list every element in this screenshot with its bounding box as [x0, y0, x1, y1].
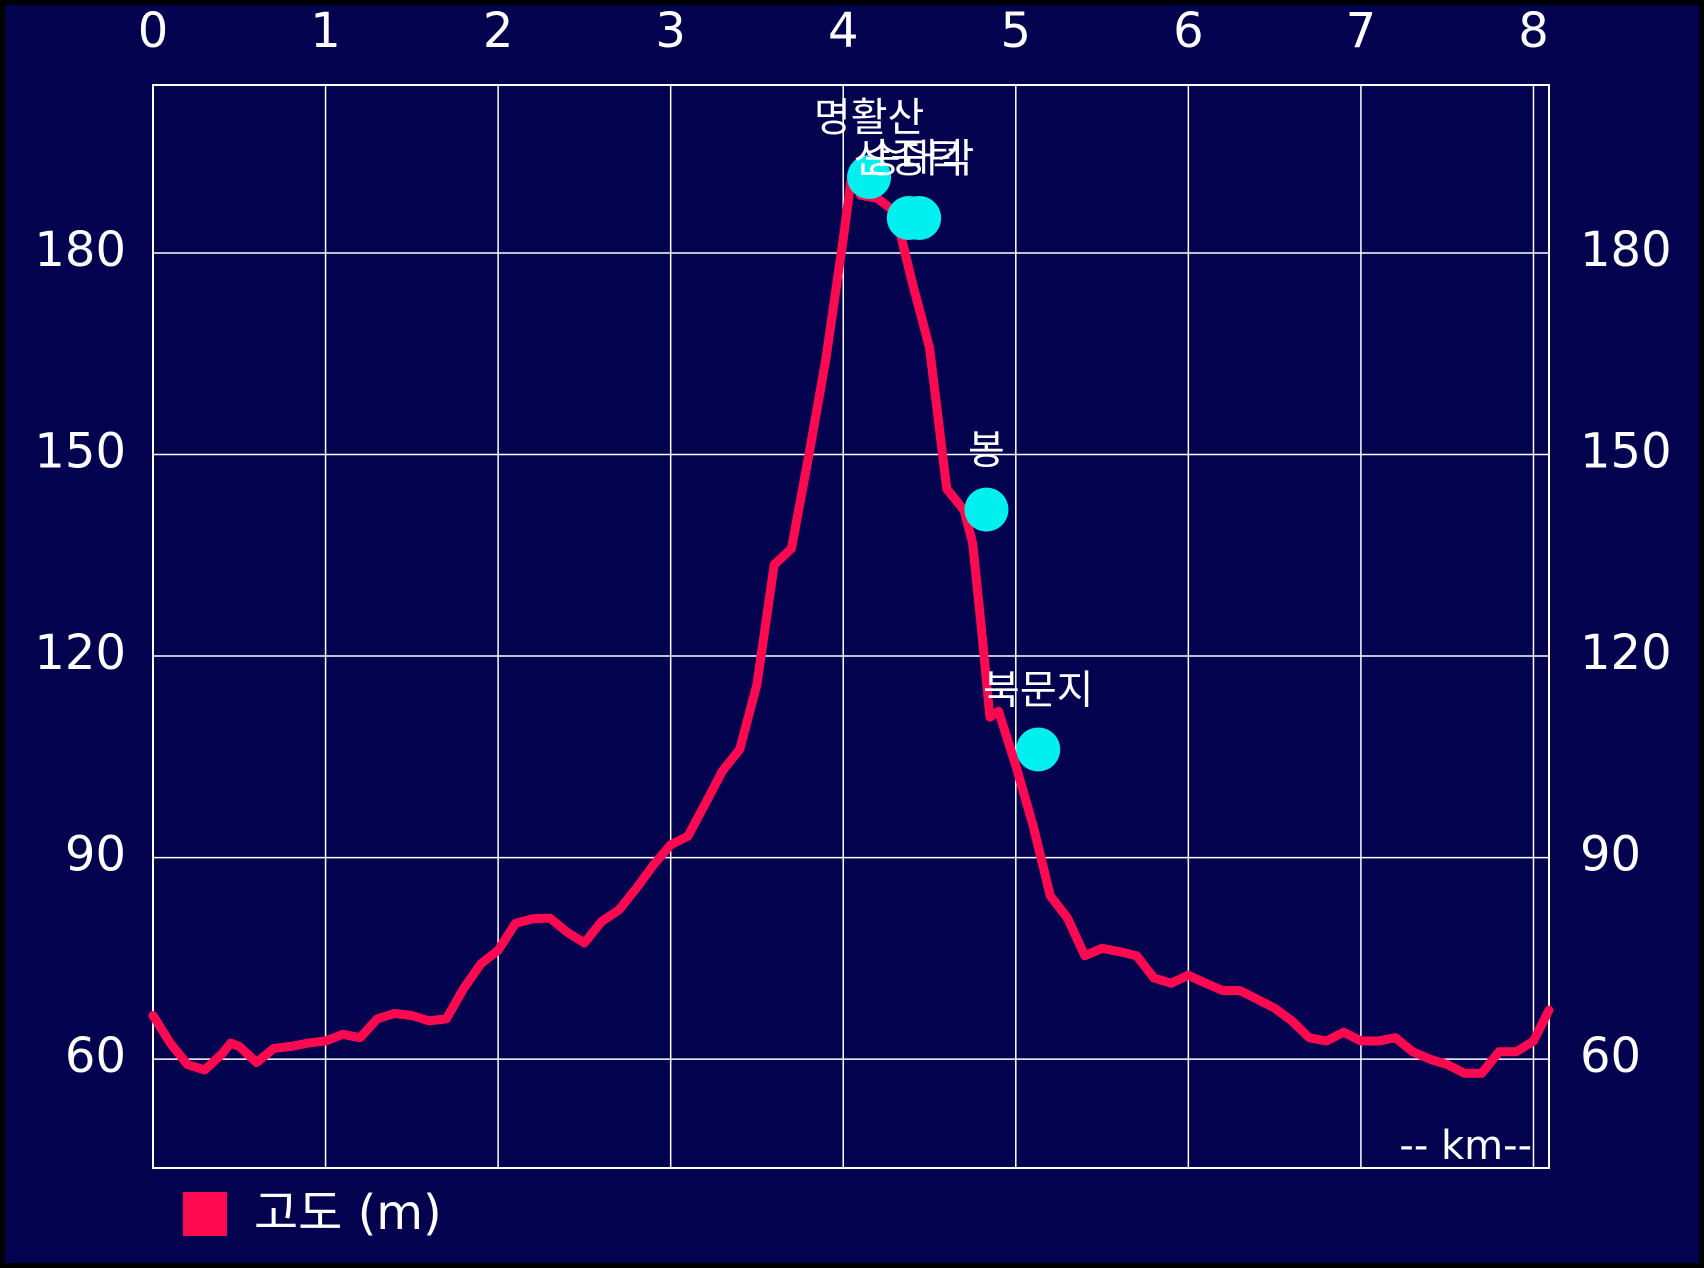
y2-tick-label: 150	[1580, 424, 1672, 480]
y-tick-label: 90	[65, 827, 126, 883]
x-tick-label: 6	[1173, 3, 1204, 59]
x-tick-label: 2	[483, 3, 514, 59]
x-tick-label: 0	[138, 3, 169, 59]
y-tick-label: 150	[34, 424, 126, 480]
legend-label: 고도 (m)	[254, 1185, 442, 1241]
y-tick-label: 180	[34, 222, 126, 278]
y-tick-label: 120	[34, 625, 126, 681]
y-tick-label: 60	[65, 1028, 126, 1084]
x-axis-label: -- km--	[1399, 1123, 1532, 1169]
y2-tick-label: 90	[1580, 827, 1641, 883]
waypoint-label: 명활산	[814, 95, 924, 141]
waypoint-label: 송대각	[864, 136, 974, 182]
x-tick-label: 3	[655, 3, 686, 59]
x-tick-label: 5	[1001, 3, 1032, 59]
x-tick-label: 4	[828, 3, 859, 59]
waypoint	[964, 487, 1009, 532]
legend-swatch	[183, 1192, 227, 1236]
waypoint-label: 산중턱	[854, 136, 964, 182]
waypoint	[1016, 727, 1061, 772]
waypoint	[847, 155, 892, 200]
waypoint-label: 북문지	[983, 667, 1093, 713]
x-tick-label: 1	[310, 3, 341, 59]
y2-tick-label: 60	[1580, 1028, 1641, 1084]
waypoint	[897, 196, 942, 241]
x-tick-label: 8	[1518, 3, 1549, 59]
y2-tick-label: 180	[1580, 222, 1672, 278]
waypoint-label: 봉	[968, 428, 1005, 474]
y2-tick-label: 120	[1580, 625, 1672, 681]
x-tick-label: 7	[1346, 3, 1377, 59]
